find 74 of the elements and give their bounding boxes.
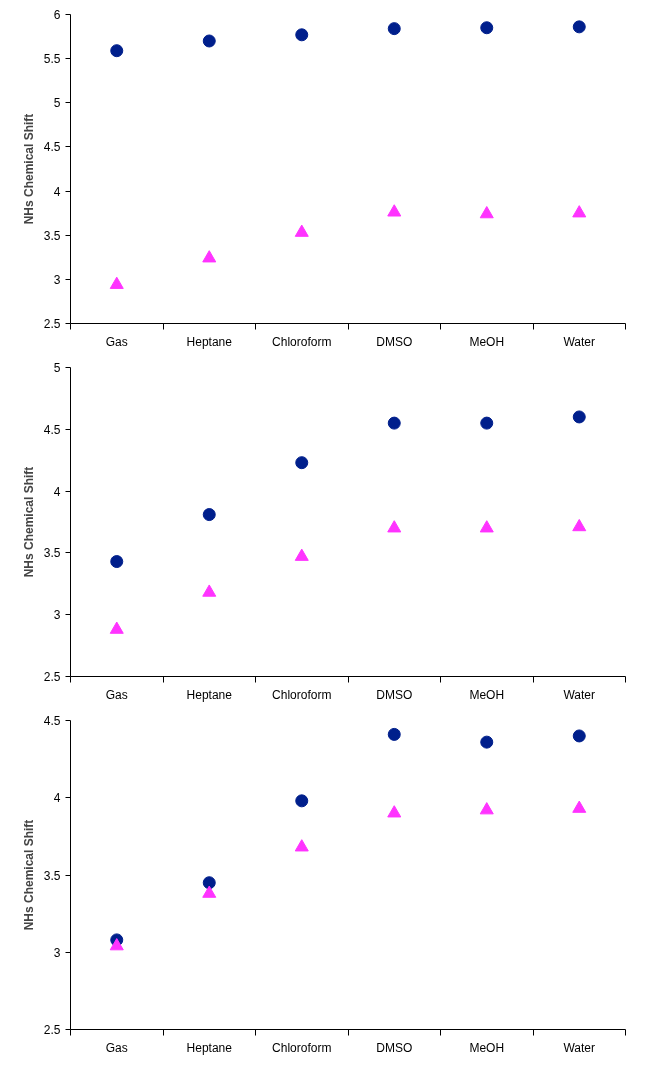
point — [294, 548, 309, 561]
point — [109, 938, 124, 951]
y-tick-label: 2.5 — [43, 670, 61, 684]
point — [294, 839, 309, 852]
point — [202, 584, 217, 597]
point — [480, 416, 494, 430]
point — [295, 794, 309, 808]
point — [572, 800, 587, 813]
point — [572, 518, 587, 532]
y-tick-label: 4 — [53, 791, 61, 806]
y-tick-label: 2.5 — [43, 317, 61, 331]
point — [572, 205, 587, 218]
x-tick-label: MeOH — [469, 687, 505, 702]
point — [572, 20, 586, 34]
x-tick-label: Gas — [105, 1040, 128, 1055]
point — [295, 456, 309, 470]
y-tick-label: 5.5 — [43, 52, 61, 67]
x-tick-label: Heptane — [186, 687, 233, 702]
y-tick-label: 2.5 — [43, 1023, 61, 1037]
y-tick-label: 5 — [53, 361, 61, 375]
point — [109, 621, 124, 634]
x-tick-label: Chloroform — [272, 687, 332, 702]
x-tick-label: Water — [563, 687, 596, 702]
point — [202, 885, 217, 898]
point — [479, 802, 494, 815]
point — [479, 520, 494, 533]
x-tick-label: MeOH — [469, 1040, 505, 1055]
y-tick-label: 6 — [53, 8, 61, 22]
x-tick-label: Gas — [105, 687, 128, 702]
y-tick-label: 3.5 — [43, 228, 61, 243]
y-tick-label: 3.5 — [43, 546, 61, 561]
x-tick-label: DMSO — [376, 687, 413, 702]
point — [387, 805, 402, 818]
point — [572, 410, 586, 424]
y-tick-label: 3.5 — [43, 868, 61, 883]
x-tick-label: Chloroform — [272, 334, 332, 349]
point — [387, 22, 401, 36]
point — [202, 508, 216, 522]
point — [202, 876, 216, 890]
point — [572, 729, 586, 743]
y-tick-label: 4.5 — [43, 140, 61, 155]
y-axis-title: NHs Chemical Shift — [21, 466, 36, 578]
x-tick-label: Chloroform — [272, 1040, 332, 1055]
point — [110, 44, 124, 58]
y-tick-label: 4.5 — [43, 422, 61, 437]
y-tick-label: 4 — [53, 184, 61, 199]
point — [387, 416, 401, 430]
point — [202, 250, 217, 263]
x-tick-label: DMSO — [376, 1040, 413, 1055]
x-tick-label: MeOH — [469, 334, 505, 349]
x-tick-label: Water — [563, 334, 596, 349]
x-tick-label: Heptane — [186, 1040, 233, 1055]
point — [295, 28, 309, 42]
x-tick-label: Water — [563, 1040, 596, 1055]
y-tick-label: 3 — [53, 945, 61, 960]
y-tick-label: 3 — [53, 608, 61, 623]
y-axis-title: NHs Chemical Shift — [21, 819, 36, 931]
x-tick-label: Heptane — [186, 334, 233, 349]
y-tick-label: 4 — [53, 484, 61, 499]
y-tick-label: 3 — [53, 272, 61, 287]
point — [294, 224, 309, 237]
y-tick-label: 5 — [53, 96, 61, 111]
x-tick-label: Gas — [105, 334, 128, 349]
y-axis-title: NHs Chemical Shift — [21, 113, 36, 225]
point — [479, 206, 494, 219]
x-tick-label: DMSO — [376, 334, 413, 349]
point — [387, 520, 402, 533]
point — [109, 276, 124, 289]
point — [387, 204, 402, 217]
point — [387, 727, 401, 741]
point — [480, 735, 494, 749]
y-tick-label: 4.5 — [43, 714, 61, 728]
point — [480, 21, 494, 35]
point — [202, 34, 216, 48]
